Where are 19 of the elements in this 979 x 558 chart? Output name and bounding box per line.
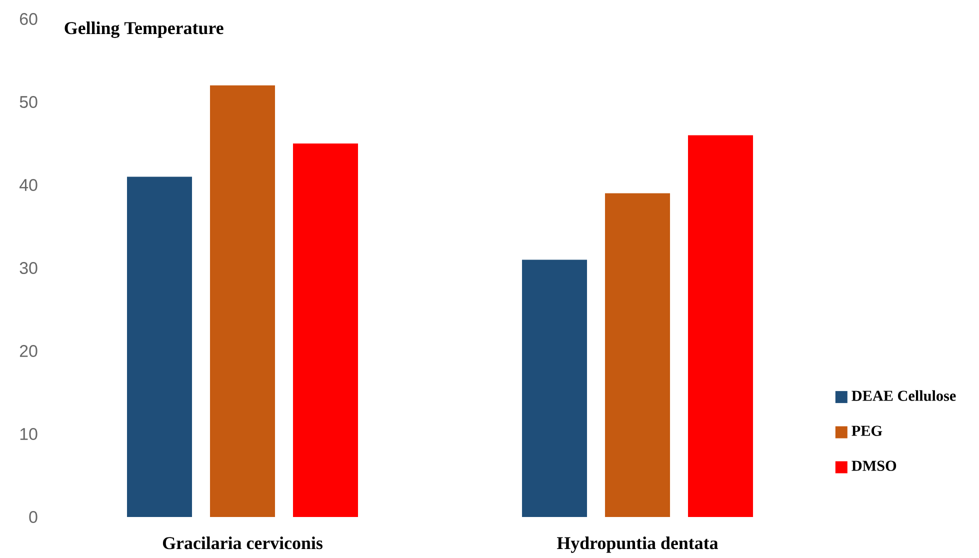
x-tick-label: Hydropuntia dentata — [557, 536, 718, 553]
legend-label: PEG — [852, 426, 882, 436]
y-tick-label: 30 — [20, 262, 38, 274]
y-tick-label: 10 — [20, 428, 38, 440]
y-tick-label: 40 — [19, 179, 38, 191]
bar — [293, 144, 358, 517]
chart-title: Gelling Temperature — [64, 22, 224, 38]
y-tick-label: 50 — [20, 96, 38, 108]
y-tick-label: 60 — [20, 13, 38, 25]
bar — [210, 85, 275, 517]
x-tick-label: Gracilaria cerviconis — [162, 536, 322, 550]
y-tick-label: 20 — [20, 345, 38, 357]
bar — [522, 260, 588, 517]
y-tick-label: 0 — [29, 511, 38, 523]
bar — [688, 135, 754, 517]
legend-label: DEAE Cellulose — [852, 390, 956, 401]
bar — [127, 176, 192, 517]
bar — [605, 193, 670, 517]
legend-label: DMSO — [852, 460, 896, 471]
